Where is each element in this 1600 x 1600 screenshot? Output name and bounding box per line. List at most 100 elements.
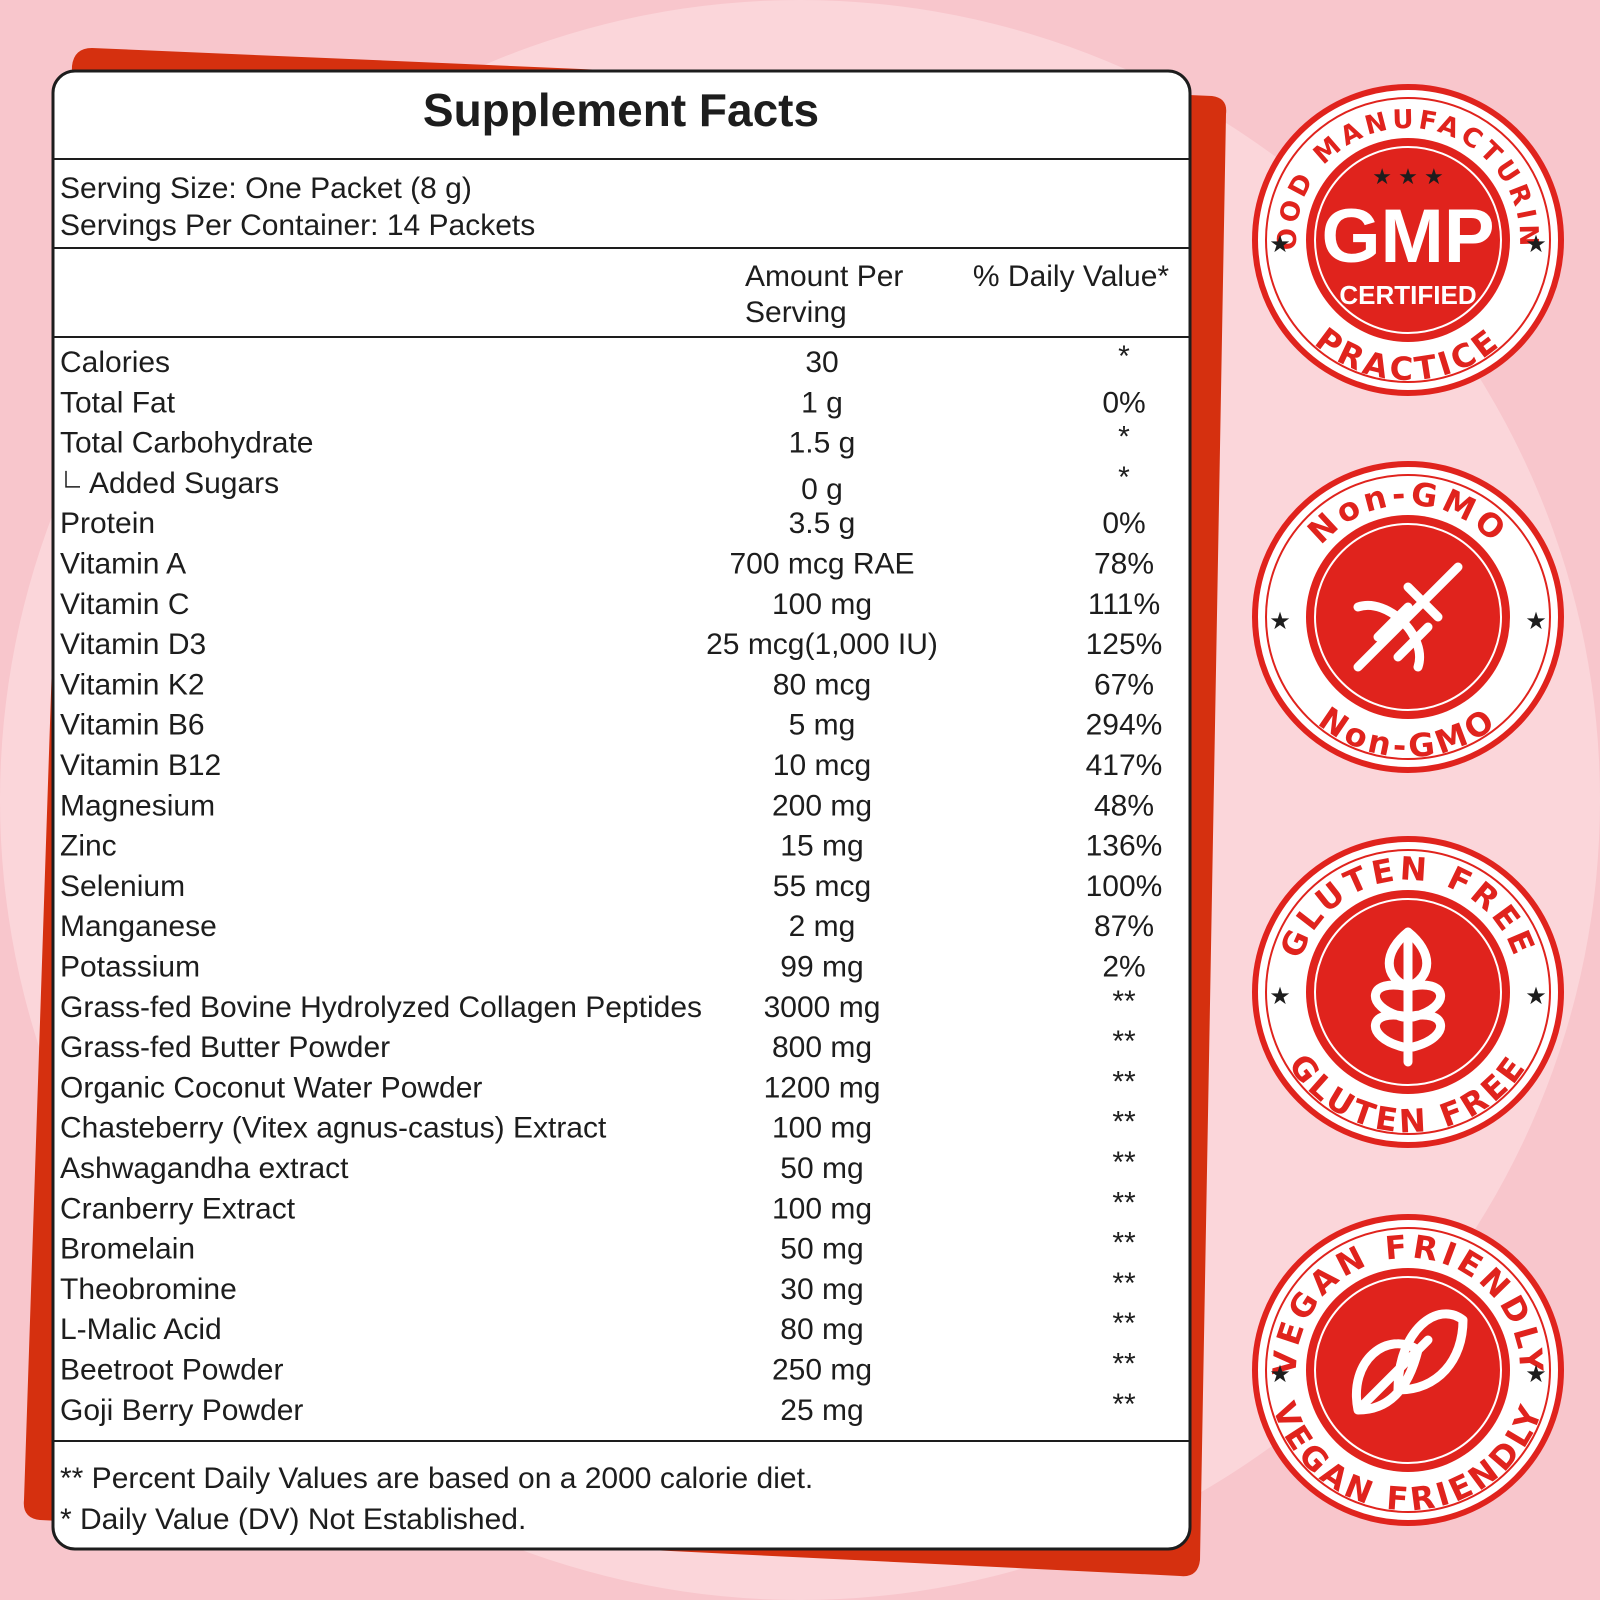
nutrient-daily-value: ** <box>1112 1388 1136 1421</box>
nutrient-amount: 50 mg <box>780 1152 863 1185</box>
nutrient-amount: 15 mg <box>780 830 863 863</box>
nutrient-daily-value: 111% <box>1088 588 1160 621</box>
nutrient-name: Organic Coconut Water Powder <box>60 1071 482 1104</box>
nutrient-daily-value: ** <box>1112 985 1136 1018</box>
badge-ring <box>1265 849 1551 1135</box>
nutrient-daily-value: ** <box>1112 1065 1136 1098</box>
badge-stars: ★ ★ ★ <box>1372 164 1443 189</box>
nutrient-amount: 700 mcg RAE <box>729 548 914 581</box>
nutrient-daily-value: 417% <box>1086 749 1163 782</box>
nutrient-name: Potassium <box>60 951 200 984</box>
nutrient-name: Theobromine <box>60 1273 237 1306</box>
servings-per-container: Servings Per Container: 14 Packets <box>60 209 535 242</box>
nutrient-amount: 5 mg <box>789 709 856 742</box>
nutrient-name: Vitamin A <box>60 548 186 581</box>
nutrient-amount: 99 mg <box>780 951 863 984</box>
nutrient-daily-value: 100% <box>1086 870 1163 903</box>
badge-icon <box>1370 927 1446 1067</box>
nutrient-amount: 25 mcg(1,000 IU) <box>706 628 938 661</box>
badge-star: ★ <box>1269 983 1291 1010</box>
badge-center-title: GMP <box>1321 194 1494 279</box>
nutrient-amount: 800 mg <box>772 1031 872 1064</box>
nutrient-amount: 80 mcg <box>773 668 871 701</box>
badge-ring <box>1265 1227 1551 1513</box>
badge-ring <box>1265 474 1551 760</box>
footnote: * Daily Value (DV) Not Established. <box>60 1503 526 1536</box>
badge-star: ★ <box>1269 608 1291 635</box>
nutrient-amount: 80 mg <box>780 1313 863 1346</box>
rows: Calories 30 * Total Fat 1 g 0% Total Carbohydr… <box>60 340 1162 1427</box>
nutrient-name: Vitamin C <box>60 588 190 621</box>
badge-center-subtitle: CERTIFIED <box>1339 280 1476 310</box>
nutrient-daily-value: 125% <box>1086 628 1163 661</box>
nutrient-daily-value: ** <box>1112 1106 1136 1139</box>
serving-size: Serving Size: One Packet (8 g) <box>60 172 472 205</box>
nutrient-daily-value: 48% <box>1094 789 1154 822</box>
nutrient-amount: 2 mg <box>789 910 856 943</box>
nutrient-amount: 0 g <box>801 473 843 506</box>
nutrient-name: L-Malic Acid <box>60 1313 222 1346</box>
badge-center-ring <box>1314 146 1502 334</box>
nutrient-daily-value: ** <box>1112 1267 1136 1300</box>
nutrient-amount: 30 mg <box>780 1273 863 1306</box>
badge-center-ring <box>1314 1276 1502 1464</box>
nutrient-name: Protein <box>60 507 155 540</box>
badge-star: ★ <box>1525 983 1547 1010</box>
badge-center-ring <box>1314 898 1502 1086</box>
nutrient-daily-value: ** <box>1112 1227 1136 1260</box>
amount-header: Amount Per <box>745 260 903 293</box>
badge-star: ★ <box>1525 1361 1547 1388</box>
nutrient-amount: 250 mg <box>772 1354 872 1387</box>
nutrient-name: Ashwagandha extract <box>60 1152 349 1185</box>
daily-value-header: % Daily Value* <box>973 260 1170 293</box>
nutrient-daily-value: 0% <box>1102 507 1145 540</box>
badge-star: ★ <box>1525 231 1547 258</box>
nutrient-name: Selenium <box>60 870 185 903</box>
badge-center-ring <box>1314 523 1502 711</box>
nutrient-daily-value: ** <box>1112 1025 1136 1058</box>
badge-center <box>1306 138 1510 342</box>
nutrient-daily-value: 136% <box>1086 830 1163 863</box>
nutrient-amount: 100 mg <box>772 588 872 621</box>
nutrient-daily-value: * <box>1118 421 1130 454</box>
nutrient-daily-value: 0% <box>1102 386 1145 419</box>
sub-row-mark <box>65 470 80 488</box>
nutrient-amount: 3000 mg <box>764 991 881 1024</box>
nutrient-name: Added Sugars <box>89 467 279 500</box>
nutrient-name: Beetroot Powder <box>60 1354 283 1387</box>
nutrient-name: Manganese <box>60 910 217 943</box>
nutrient-name: Vitamin D3 <box>60 628 206 661</box>
nutrient-daily-value: 67% <box>1094 668 1154 701</box>
nutrient-amount: 1 g <box>801 386 843 419</box>
badge-ring <box>1265 97 1551 383</box>
nutrient-amount: 10 mcg <box>773 749 871 782</box>
nutrient-amount: 100 mg <box>772 1112 872 1145</box>
nutrient-daily-value: ** <box>1112 1307 1136 1340</box>
badge-star: ★ <box>1269 1361 1291 1388</box>
badge-star: ★ <box>1525 608 1547 635</box>
nutrient-name: Bromelain <box>60 1233 195 1266</box>
nutrient-daily-value: 2% <box>1102 951 1145 984</box>
nutrient-amount: 200 mg <box>772 789 872 822</box>
nutrient-daily-value: ** <box>1112 1146 1136 1179</box>
nutrient-name: Calories <box>60 346 170 379</box>
nutrient-name: Goji Berry Powder <box>60 1394 303 1427</box>
amount-header: Serving <box>745 296 847 329</box>
nutrient-name: Total Carbohydrate <box>60 427 313 460</box>
nutrient-name: Chasteberry (Vitex agnus-castus) Extract <box>60 1112 607 1145</box>
badge-icon <box>1353 562 1463 672</box>
nutrient-amount: 30 <box>805 346 838 379</box>
nutrient-name: Vitamin B12 <box>60 749 221 782</box>
nutrient-daily-value: * <box>1118 340 1130 373</box>
nutrient-amount: 50 mg <box>780 1233 863 1266</box>
nutrient-amount: 3.5 g <box>789 507 856 540</box>
nutrient-name: Grass-fed Bovine Hydrolyzed Collagen Pep… <box>60 991 702 1024</box>
nutrient-name: Grass-fed Butter Powder <box>60 1031 390 1064</box>
title: Supplement Facts <box>423 84 819 136</box>
